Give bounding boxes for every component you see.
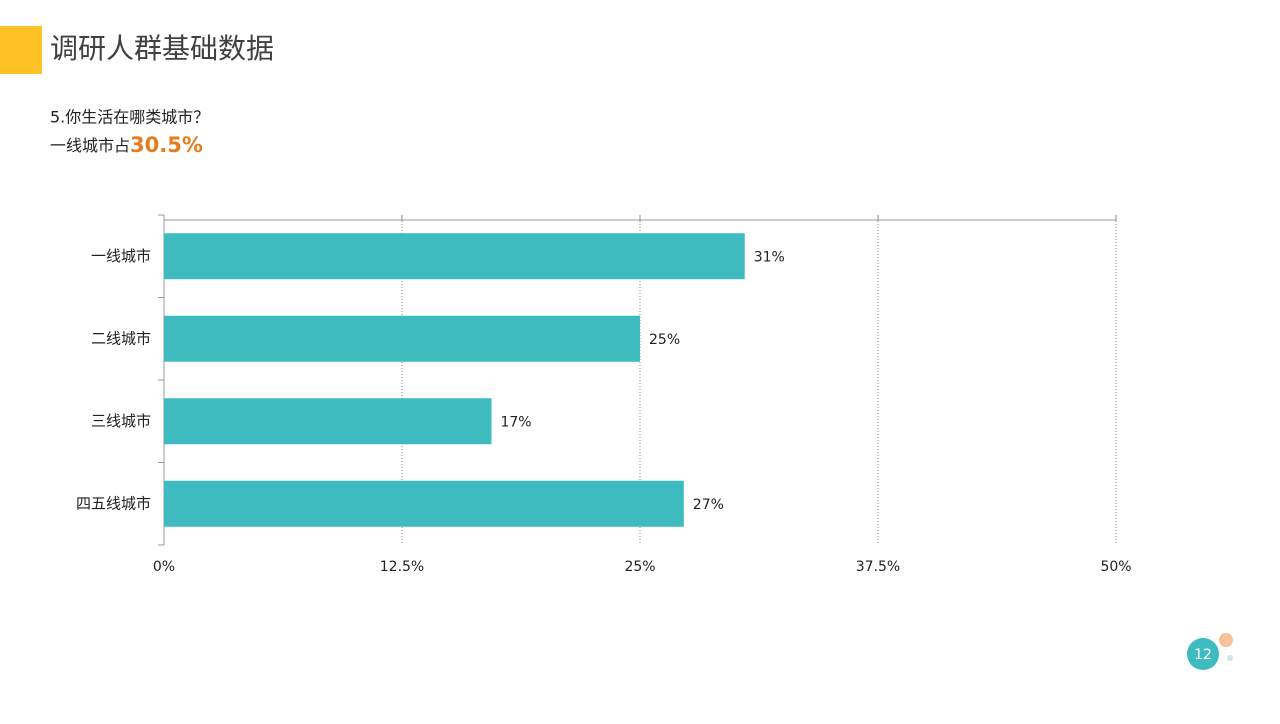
y-tick-label: 四五线城市: [76, 494, 151, 512]
x-tick-label: 12.5%: [380, 559, 424, 575]
value-label: 27%: [693, 497, 724, 513]
decor-dot: [1219, 633, 1233, 647]
decor-dot: [1227, 655, 1233, 661]
page-number: 12: [1194, 647, 1212, 663]
bar: [164, 233, 745, 280]
highlight-value: 30.5%: [130, 133, 203, 157]
page-badge: [1187, 638, 1219, 670]
highlight-prefix: 一线城市占: [50, 136, 130, 155]
title-accent: [0, 26, 42, 74]
slide-title: 调研人群基础数据: [50, 32, 274, 65]
y-tick-label: 二线城市: [91, 329, 151, 347]
x-tick-label: 0%: [153, 559, 175, 575]
highlight: 一线城市占30.5%: [50, 133, 203, 157]
value-label: 31%: [754, 249, 785, 265]
x-tick-label: 25%: [624, 559, 655, 575]
bar: [164, 398, 492, 445]
y-tick-label: 三线城市: [91, 412, 151, 430]
x-tick-label: 50%: [1100, 559, 1131, 575]
bar: [164, 315, 640, 362]
question: 5.你生活在哪类城市？: [50, 108, 209, 127]
value-label: 25%: [649, 332, 680, 348]
value-label: 17%: [500, 414, 531, 430]
y-tick-label: 一线城市: [91, 247, 151, 265]
x-tick-label: 37.5%: [856, 559, 900, 575]
bar: [164, 480, 684, 527]
